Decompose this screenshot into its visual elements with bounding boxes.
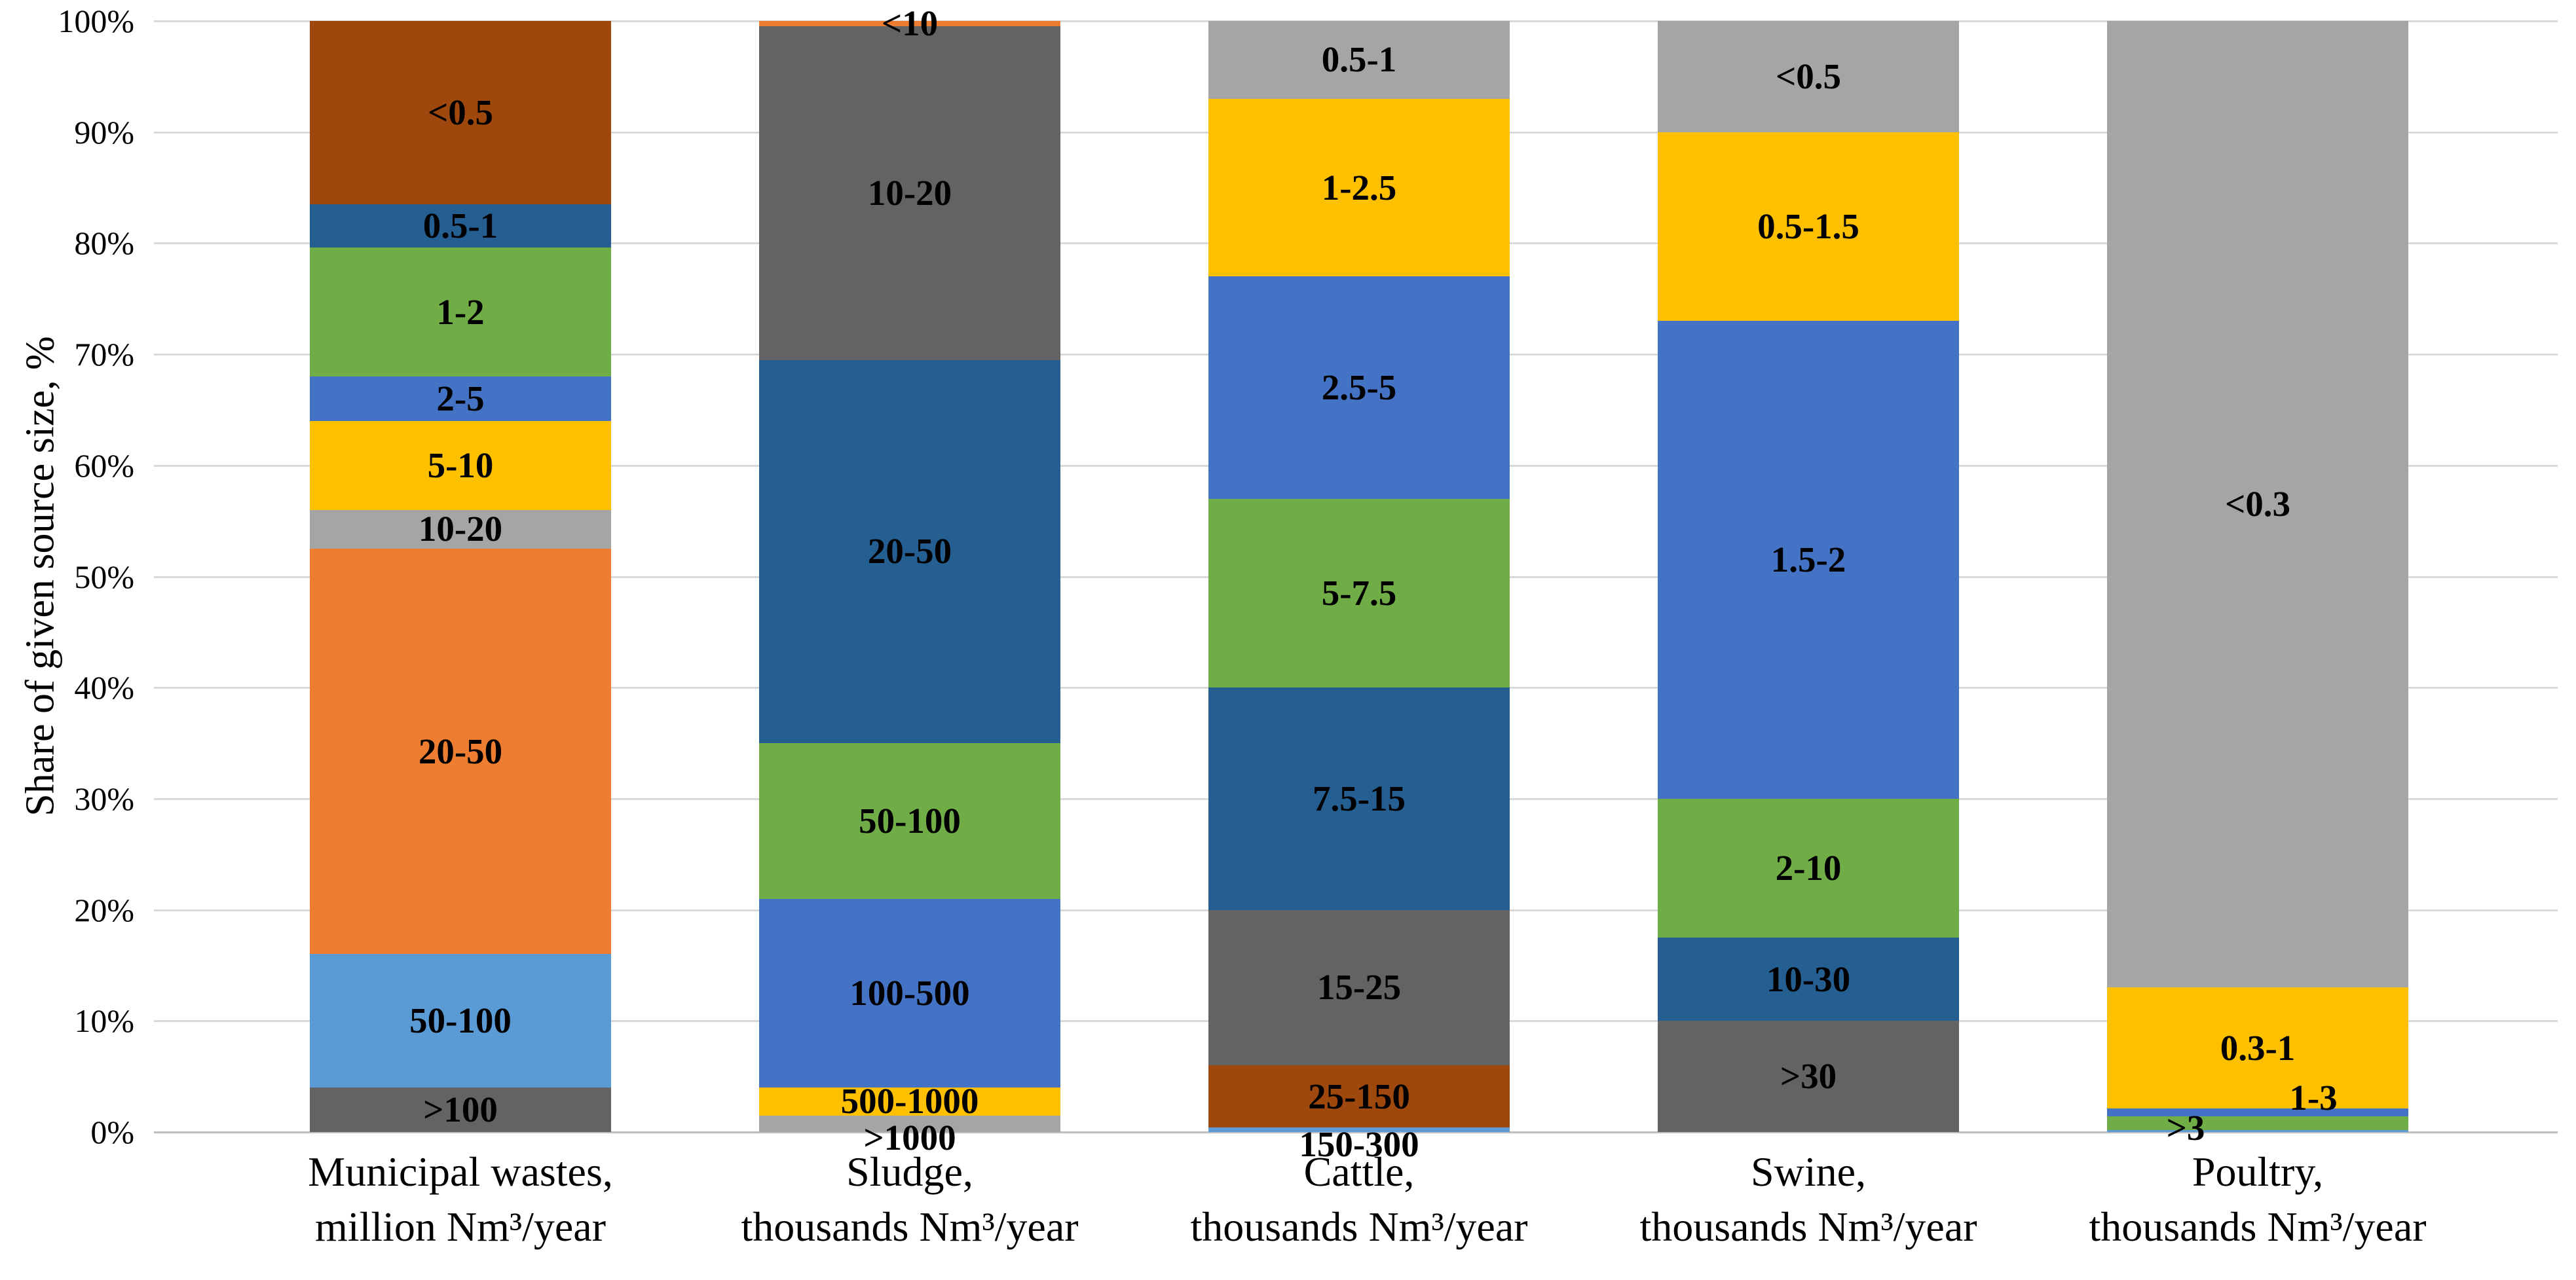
segment-label: 20-50 — [867, 531, 952, 572]
category-axis-label: Cattle, thousands Nm³/year — [1032, 1144, 1687, 1254]
bar-segment — [310, 549, 611, 955]
bar-segment — [759, 1115, 1060, 1132]
category-unit: thousands Nm³/year — [1190, 1203, 1528, 1250]
segment-label: 1-2 — [436, 291, 485, 332]
segment-label: >1000 — [863, 1118, 956, 1158]
bar-segment — [1208, 1065, 1510, 1128]
bar-segment — [759, 1088, 1060, 1116]
segment-label: >30 — [1780, 1056, 1837, 1097]
y-tick-label: 40% — [74, 669, 134, 706]
segment-label: >100 — [423, 1089, 498, 1130]
bar-segment — [1658, 938, 1959, 1021]
segment-label: 5-7.5 — [1321, 572, 1397, 613]
category-name: Municipal wastes, — [308, 1148, 613, 1195]
bar-segment — [2107, 987, 2408, 1109]
category-axis-label: Municipal wastes, million Nm³/year — [133, 1144, 788, 1254]
bar-segment — [759, 359, 1060, 744]
bar-segment — [2107, 1108, 2408, 1117]
segment-label: 2.5-5 — [1321, 367, 1397, 407]
bar-segment — [2107, 21, 2408, 988]
segment-label: 7.5-15 — [1312, 778, 1406, 818]
segment-label: 0.5-1.5 — [1757, 206, 1859, 246]
segment-label: 1.5-2 — [1770, 539, 1846, 580]
segment-label: 0.5-1 — [1321, 39, 1397, 80]
category-unit: thousands Nm³/year — [2089, 1203, 2427, 1250]
segment-label: 15-25 — [1316, 967, 1402, 1008]
bar-segment — [1658, 798, 1959, 938]
category-unit: thousands Nm³/year — [1639, 1203, 1977, 1250]
segment-label: <0.5 — [1775, 56, 1842, 96]
category-axis-label: Poultry, thousands Nm³/year — [1930, 1144, 2576, 1254]
bar-segment — [1208, 687, 1510, 910]
bar-segment — [310, 1088, 611, 1132]
bar-segment — [2107, 1129, 2408, 1132]
y-tick-label: 60% — [74, 447, 134, 484]
segment-label: 1-3 — [2289, 1078, 2338, 1118]
segment-label: 5-10 — [427, 445, 494, 485]
y-tick-label: 50% — [74, 558, 134, 595]
bar-segment — [1208, 21, 1510, 99]
bar-segment — [310, 509, 611, 549]
segment-label: 1-2.5 — [1321, 167, 1397, 208]
bar-segment — [1658, 1021, 1959, 1132]
bar-segment — [1208, 98, 1510, 277]
segment-label: <0.3 — [2224, 484, 2291, 524]
y-tick-label: 0% — [90, 1114, 134, 1150]
segment-label: <0.5 — [427, 92, 494, 132]
bar-segment — [759, 26, 1060, 360]
segment-label: 0.5-1 — [422, 206, 498, 246]
category-name: Sludge, — [846, 1148, 973, 1195]
bar-segment — [310, 376, 611, 421]
bar-segment — [310, 247, 611, 377]
segment-label: 150-300 — [1299, 1124, 1419, 1164]
bar-segment — [1208, 909, 1510, 1066]
y-axis-title: Share of given source size, % — [18, 336, 63, 816]
bar-segment — [759, 743, 1060, 899]
bar-segment — [310, 420, 611, 510]
category-name: Cattle, — [1303, 1148, 1415, 1195]
segment-label: 25-150 — [1308, 1076, 1410, 1116]
segment-label: 10-20 — [418, 509, 503, 549]
segment-label: >3 — [2166, 1108, 2205, 1148]
category-name: Swine, — [1751, 1148, 1866, 1195]
bar-segment — [310, 21, 611, 204]
segment-label: 50-100 — [409, 1000, 512, 1041]
bar-segment — [1658, 321, 1959, 799]
y-tick-label: 100% — [58, 3, 134, 39]
segment-label: 100-500 — [849, 972, 970, 1013]
category-axis-label: Sludge, thousands Nm³/year — [582, 1144, 1237, 1254]
y-tick-label: 70% — [74, 336, 134, 373]
category-unit: thousands Nm³/year — [741, 1203, 1079, 1250]
bar-segment — [310, 204, 611, 248]
y-tick-label: 90% — [74, 113, 134, 151]
y-tick-label: 10% — [74, 1002, 134, 1040]
bar-segment — [759, 21, 1060, 27]
bar-segment — [2107, 1116, 2408, 1130]
bar-segment — [1658, 21, 1959, 132]
bar-segment — [1658, 132, 1959, 321]
segment-label: 2-5 — [436, 378, 485, 418]
category-name: Poultry, — [2192, 1148, 2324, 1195]
y-tick-label: 20% — [74, 891, 134, 928]
category-unit: million Nm³/year — [315, 1203, 606, 1250]
bar-segment — [759, 898, 1060, 1088]
y-tick-label: 30% — [74, 780, 134, 817]
bar-segment — [1208, 276, 1510, 499]
bar-segment — [1208, 498, 1510, 688]
segment-label: 0.3-1 — [2220, 1027, 2296, 1068]
segment-label: 10-20 — [867, 173, 952, 213]
segment-label: 500-1000 — [840, 1081, 979, 1122]
segment-label: 50-100 — [859, 800, 961, 841]
segment-label: 10-30 — [1766, 959, 1851, 999]
segment-label: 20-50 — [418, 731, 503, 771]
bar-segment — [310, 954, 611, 1088]
segment-label: <10 — [881, 3, 939, 44]
x-axis-line — [154, 1131, 2558, 1133]
bar-segment — [1208, 1127, 1510, 1132]
y-tick-label: 80% — [74, 225, 134, 262]
segment-label: 2-10 — [1775, 847, 1842, 888]
category-axis-label: Swine, thousands Nm³/year — [1481, 1144, 2136, 1254]
